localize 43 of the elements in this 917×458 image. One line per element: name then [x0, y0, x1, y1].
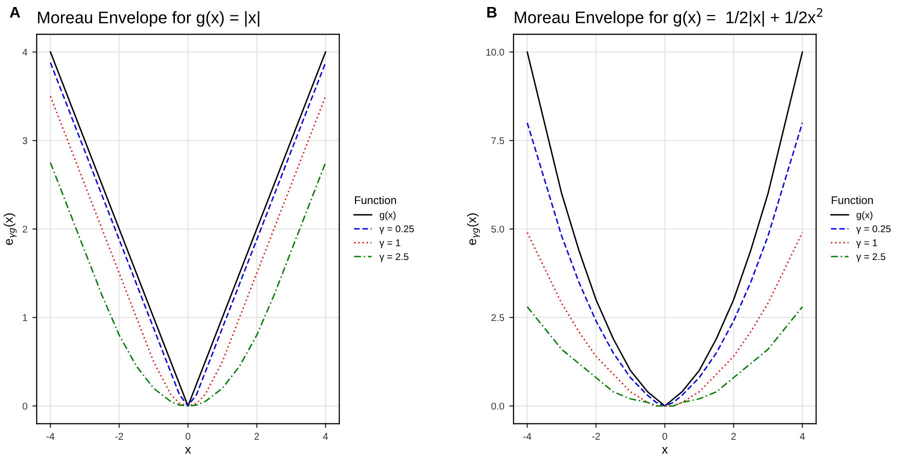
- text: A: [10, 7, 20, 18]
- x-tick-label: 0: [186, 432, 190, 440]
- line-series: [50, 162, 326, 407]
- x-axis-title: x: [185, 446, 191, 454]
- legend-label: γ = 0.25: [379, 225, 414, 234]
- y-tick-label: 3: [22, 137, 28, 144]
- x-tick-label: 4: [800, 433, 805, 440]
- legend-title: Function: [355, 196, 396, 204]
- line-series: [526, 122, 804, 407]
- y-tick-label: 2.5: [491, 314, 504, 322]
- x-tick-label: -2: [115, 432, 124, 440]
- y-tick-label: 0.0: [491, 402, 504, 410]
- legend-label: γ = 2.5: [379, 253, 408, 262]
- y-axis-title: e$_{γg}$(x): [4, 213, 17, 245]
- y-tick-label: 10.0: [486, 48, 504, 56]
- legend-label: γ = 1: [856, 239, 878, 248]
- x-tick-label: 0: [662, 432, 668, 440]
- y-axis-title: e$_{γg}$(x): [467, 213, 480, 245]
- legend-label: g(x): [856, 211, 872, 220]
- line-series: [526, 306, 804, 407]
- y-tick-label: 7.5: [491, 137, 504, 144]
- y-tick-label: 5.0: [491, 226, 504, 233]
- legend-title: Function: [832, 196, 873, 204]
- x-tick-label: 2: [731, 432, 736, 440]
- x-axis-title: x: [662, 446, 668, 454]
- chart-title: Moreau Envelope for g(x) = 1/2|x| + 1/2x$^{2}$: [514, 8, 822, 27]
- y-tick-label: 4: [22, 48, 28, 56]
- legend-label: g(x): [380, 211, 396, 220]
- x-tick-label: -2: [592, 432, 600, 440]
- line-series: [526, 51, 804, 407]
- x-tick-label: 4: [323, 433, 328, 440]
- legend-label: γ = 1: [379, 239, 400, 248]
- y-tick-label: 1: [22, 314, 28, 321]
- x-tick-label: 2: [254, 432, 259, 440]
- y-tick-label: 2: [22, 226, 28, 233]
- x-tick-label: -4: [46, 433, 54, 440]
- y-tick-label: 0: [22, 402, 28, 410]
- legend-label: γ = 2.5: [856, 253, 886, 262]
- text: B: [487, 7, 497, 18]
- legend-label: γ = 0.25: [856, 225, 891, 234]
- line-series: [526, 232, 804, 407]
- x-tick-label: -4: [523, 433, 532, 440]
- chart-title: Moreau Envelope for g(x) = |x|: [38, 11, 260, 27]
